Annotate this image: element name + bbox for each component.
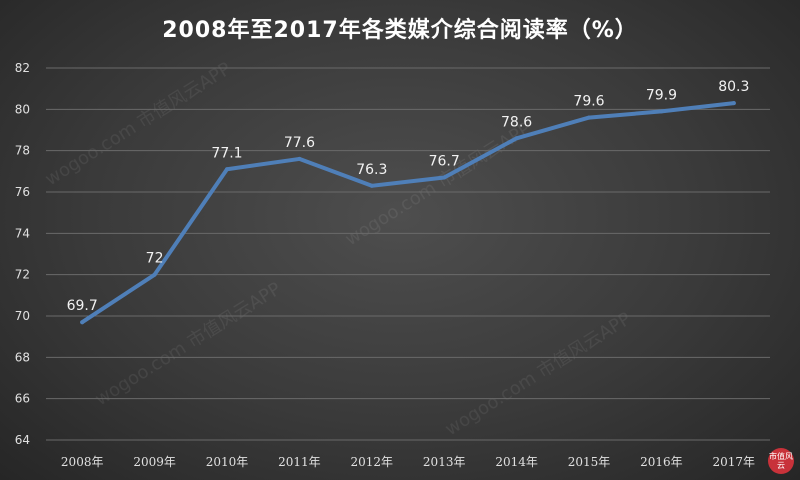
series-line <box>80 101 736 325</box>
y-tick-label: 78 <box>15 144 30 158</box>
data-label: 76.7 <box>429 154 460 170</box>
y-tick-label: 66 <box>15 392 30 406</box>
x-tick-label: 2009年 <box>133 455 176 469</box>
data-point <box>442 175 447 180</box>
y-tick-label: 64 <box>15 433 30 447</box>
data-point <box>369 183 374 188</box>
x-tick-label: 2017年 <box>713 455 756 469</box>
data-point <box>514 136 519 141</box>
data-label: 72 <box>146 251 164 267</box>
data-point <box>659 109 664 114</box>
logo-icon: 市值风云 <box>768 448 794 474</box>
x-tick-label: 2016年 <box>640 455 683 469</box>
x-tick-label: 2012年 <box>351 455 394 469</box>
x-tick-label: 2010年 <box>206 455 249 469</box>
data-point <box>225 167 229 172</box>
x-tick-label: 2015年 <box>568 455 611 469</box>
y-tick-label: 80 <box>15 102 30 116</box>
y-tick-label: 72 <box>15 268 30 282</box>
y-tick-label: 76 <box>15 185 30 199</box>
chart-title: 2008年至2017年各类媒介综合阅读率（%） <box>162 18 638 43</box>
data-label: 79.6 <box>573 94 604 110</box>
data-label: 76.3 <box>356 162 387 178</box>
data-point <box>80 320 85 325</box>
data-label: 77.1 <box>211 145 242 161</box>
data-point <box>297 156 302 161</box>
x-tick-label: 2014年 <box>495 455 538 469</box>
data-point <box>587 115 591 120</box>
y-tick-label: 70 <box>15 309 30 323</box>
data-label: 78.6 <box>501 114 532 130</box>
y-tick-label: 82 <box>15 61 30 75</box>
data-point <box>152 272 157 277</box>
data-label: 77.6 <box>284 135 315 151</box>
x-tick-label: 2013年 <box>423 455 466 469</box>
data-label: 69.7 <box>67 298 98 314</box>
data-label: 80.3 <box>718 79 749 95</box>
y-tick-label: 74 <box>15 226 30 240</box>
y-tick-label: 68 <box>15 350 30 364</box>
data-label: 79.9 <box>646 87 677 103</box>
x-tick-label: 2011年 <box>278 455 321 469</box>
data-point <box>731 101 736 106</box>
logo-text: 市值风云 <box>769 452 793 470</box>
x-tick-label: 2008年 <box>61 455 104 469</box>
